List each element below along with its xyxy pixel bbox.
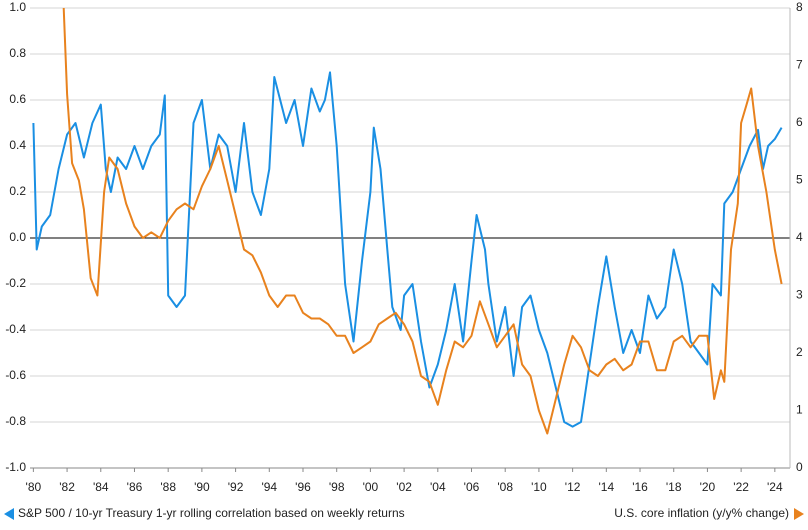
x-tick-label: '12 [565, 480, 581, 494]
x-tick-label: '92 [228, 480, 244, 494]
x-tick-label: '02 [396, 480, 412, 494]
y-tick-label: 0.0 [9, 230, 26, 244]
legend-arrow-right [794, 508, 804, 520]
x-tick-label: '90 [194, 480, 210, 494]
x-tick-label: '00 [363, 480, 379, 494]
y-tick-label: -0.4 [5, 322, 26, 336]
y-tick-label: -0.6 [5, 368, 26, 382]
legend-label: U.S. core inflation (y/y% change) [614, 506, 789, 520]
y-tick-label: 0.6 [9, 92, 26, 106]
legend-label: S&P 500 / 10-yr Treasury 1-yr rolling co… [18, 506, 405, 520]
y-tick-label: 0.4 [9, 138, 26, 152]
x-tick-label: '14 [598, 480, 614, 494]
y-tick-label: 0.8 [9, 46, 26, 60]
x-tick-label: '16 [632, 480, 648, 494]
x-tick-label: '04 [430, 480, 446, 494]
x-tick-label: '98 [329, 480, 345, 494]
y2-tick-label: 2 [796, 345, 803, 359]
y-tick-label: -0.2 [5, 276, 26, 290]
x-tick-label: '24 [767, 480, 783, 494]
y2-tick-label: 7 [796, 58, 803, 72]
x-tick-label: '96 [295, 480, 311, 494]
y2-tick-label: 8 [796, 0, 803, 14]
x-tick-label: '84 [93, 480, 109, 494]
x-tick-label: '88 [160, 480, 176, 494]
legend-arrow-left [4, 508, 14, 520]
x-tick-label: '94 [261, 480, 277, 494]
x-tick-label: '10 [531, 480, 547, 494]
series-line [32, 71, 783, 428]
y-tick-label: -0.8 [5, 414, 26, 428]
y-tick-label: -1.0 [5, 460, 26, 474]
x-tick-label: '20 [700, 480, 716, 494]
x-tick-label: '80 [26, 480, 42, 494]
x-tick-label: '08 [497, 480, 513, 494]
y2-tick-label: 1 [796, 403, 803, 417]
y2-tick-label: 3 [796, 288, 803, 302]
x-tick-label: '06 [464, 480, 480, 494]
x-tick-label: '22 [733, 480, 749, 494]
y-tick-label: 1.0 [9, 0, 26, 14]
y2-tick-label: 0 [796, 460, 803, 474]
y2-tick-label: 6 [796, 115, 803, 129]
x-tick-label: '86 [127, 480, 143, 494]
x-tick-label: '18 [666, 480, 682, 494]
y-tick-label: 0.2 [9, 184, 26, 198]
y2-tick-label: 5 [796, 173, 803, 187]
y2-tick-label: 4 [796, 230, 803, 244]
series-line [62, 7, 783, 435]
x-tick-label: '82 [59, 480, 75, 494]
